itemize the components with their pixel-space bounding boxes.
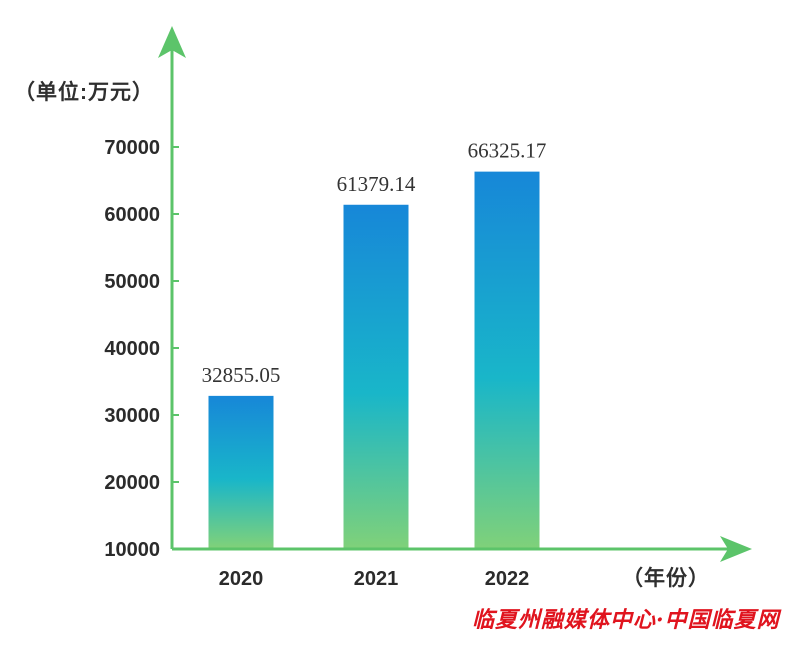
y-axis-unit-label: （单位:万元） bbox=[14, 81, 154, 104]
bar bbox=[343, 204, 409, 548]
x-axis-arrow bbox=[720, 536, 752, 562]
y-tick-label: 60000 bbox=[104, 204, 160, 226]
bar bbox=[208, 395, 274, 548]
y-tick-label: 40000 bbox=[104, 338, 160, 360]
x-tick-label: 2022 bbox=[485, 568, 530, 590]
y-tick-label: 30000 bbox=[104, 405, 160, 427]
y-tick-label: 70000 bbox=[104, 137, 160, 159]
bar-value-label: 66325.17 bbox=[468, 139, 547, 163]
y-tick-label: 20000 bbox=[104, 472, 160, 494]
bar bbox=[474, 171, 540, 548]
bar-value-label: 61379.14 bbox=[337, 172, 416, 196]
y-tick-label: 50000 bbox=[104, 271, 160, 293]
x-axis-unit-label: （年份） bbox=[622, 567, 710, 590]
y-axis-arrow bbox=[158, 26, 186, 58]
watermark: 临夏州融媒体中心·中国临夏网 bbox=[472, 607, 780, 633]
bar-value-label: 32855.05 bbox=[202, 363, 281, 387]
y-tick-label: 10000 bbox=[104, 539, 160, 561]
x-tick-label: 2021 bbox=[354, 568, 399, 590]
x-tick-label: 2020 bbox=[219, 568, 264, 590]
